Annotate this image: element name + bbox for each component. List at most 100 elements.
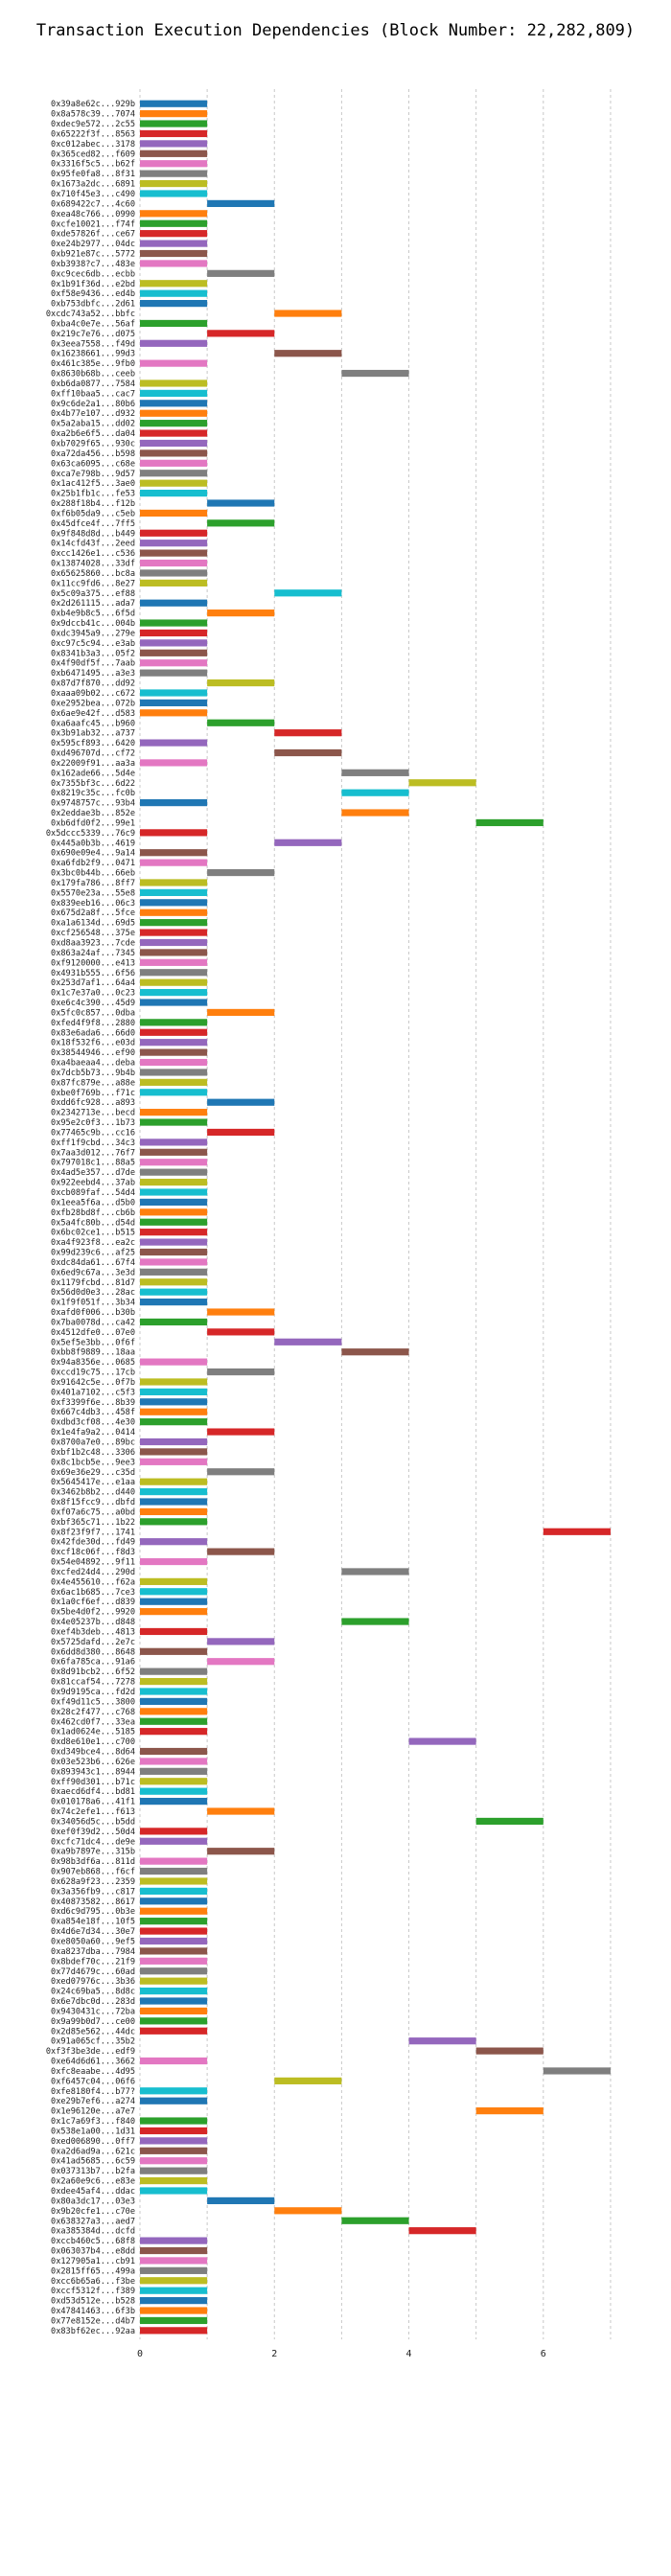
- y-tick-label: 0xccd19c75...17cb: [51, 1368, 135, 1378]
- transaction-bar: [408, 1737, 476, 1745]
- y-tick-label: 0x4f90df5f...7aab: [51, 659, 135, 669]
- transaction-bar: [140, 2327, 208, 2334]
- y-tick-label: 0x7aa3d012...76f7: [51, 1148, 135, 1158]
- transaction-bar: [140, 240, 208, 247]
- transaction-bar: [140, 1688, 208, 1695]
- y-tick-label: 0x14cfd43f...2eed: [51, 540, 135, 549]
- transaction-bar: [140, 190, 208, 197]
- y-tick-label: 0x77d4679c...60ad: [51, 1967, 135, 1977]
- transaction-bar: [140, 579, 208, 586]
- y-tick-label: 0x2d85e562...44dc: [51, 2027, 135, 2036]
- transaction-bar: [140, 1577, 208, 1585]
- transaction-bar: [341, 789, 409, 796]
- transaction-bar: [140, 879, 208, 886]
- transaction-bar: [140, 1299, 208, 1306]
- y-tick-label: 0x3eea7558...f49d: [51, 339, 135, 349]
- transaction-bar: [140, 439, 208, 448]
- transaction-bar: [140, 859, 208, 866]
- transaction-bar: [140, 1708, 208, 1715]
- transaction-bar: [140, 319, 208, 328]
- transaction-bar: [140, 230, 208, 238]
- y-tick-label: 0x8341b3a3...05f2: [51, 649, 135, 658]
- transaction-bar: [140, 1877, 208, 1885]
- transaction-bar: [140, 2307, 208, 2314]
- y-tick-label: 0x6bc02ce1...b515: [51, 1229, 135, 1238]
- y-tick-label: 0x41ad5685...6c59: [51, 2157, 135, 2167]
- transaction-bar: [207, 330, 275, 337]
- y-tick-label: 0xbb8f9889...18aa: [51, 1348, 135, 1358]
- y-tick-label: 0x2a60e9c6...e83e: [51, 2177, 135, 2187]
- transaction-bar: [140, 2187, 208, 2195]
- transaction-bar: [140, 509, 208, 518]
- transaction-bar: [140, 2027, 208, 2035]
- y-tick-label: 0x3a356fb9...c817: [51, 1887, 135, 1897]
- y-tick-label: 0xff90d301...b71c: [51, 1778, 135, 1787]
- y-tick-label: 0x219c7e76...d075: [51, 330, 135, 339]
- y-tick-label: 0x87fc879e...a88e: [51, 1078, 135, 1088]
- transaction-bar: [207, 868, 275, 877]
- y-tick-label: 0xc9cec6db...ecbb: [51, 269, 135, 279]
- y-tick-label: 0x80a3dc17...03e3: [51, 2196, 135, 2206]
- y-tick-label: 0x65625860...bc8a: [51, 569, 135, 579]
- transaction-bar: [475, 2107, 544, 2115]
- transaction-bar: [140, 1268, 208, 1276]
- y-tick-label: 0xf49d11c5...3800: [51, 1697, 135, 1707]
- transaction-bar: [140, 260, 208, 267]
- x-tick-label: 2: [271, 2349, 277, 2359]
- transaction-bar: [140, 1188, 208, 1196]
- y-tick-label: 0x56d0d0e3...28ac: [51, 1288, 135, 1298]
- y-tick-label: 0x1179fcbd...81d7: [51, 1278, 135, 1288]
- transaction-bar: [140, 1238, 208, 1246]
- transaction-bar: [140, 1967, 208, 1975]
- y-tick-label: 0x91642c5e...0f7b: [51, 1378, 135, 1388]
- y-tick-label: 0x6ed9c67a...3e3d: [51, 1268, 135, 1277]
- transaction-bar: [140, 449, 208, 457]
- y-tick-label: 0x16238661...99d3: [51, 350, 135, 359]
- y-tick-label: 0xb753dbfc...2d61: [51, 300, 135, 310]
- y-tick-label: 0x839eeb16...06c3: [51, 899, 135, 908]
- y-tick-label: 0x94a8356e...0685: [51, 1358, 135, 1368]
- transaction-bar: [140, 1318, 208, 1326]
- y-tick-label: 0x1b91f36d...e2bd: [51, 280, 135, 289]
- transaction-bar: [207, 269, 275, 277]
- transaction-bar: [140, 1647, 208, 1655]
- transaction-bar: [341, 1618, 409, 1625]
- transaction-bar: [140, 140, 208, 148]
- transaction-bar: [140, 2176, 208, 2185]
- transaction-bar: [140, 1778, 208, 1785]
- y-tick-label: 0x1a0cf6ef...d839: [51, 1598, 135, 1607]
- y-tick-label: 0xa385384d...dcfd: [51, 2227, 135, 2237]
- transaction-bar: [140, 1358, 208, 1366]
- y-tick-label: 0xca7e798b...9d57: [51, 470, 135, 479]
- y-tick-label: 0xdc84da61...67f4: [51, 1258, 135, 1268]
- y-tick-label: 0xf07a6c75...a0bd: [51, 1507, 135, 1517]
- y-tick-label: 0x5ef5e3bb...0f6f: [51, 1338, 135, 1347]
- y-tick-label: 0x11cc9fd6...8e27: [51, 579, 135, 588]
- transaction-bar: [140, 150, 208, 157]
- transaction-bar: [207, 1807, 275, 1815]
- transaction-bar: [140, 1787, 208, 1795]
- y-tick-label: 0xb7029f65...930c: [51, 439, 135, 448]
- y-tick-label: 0x8219c35c...fc0b: [51, 789, 135, 798]
- transaction-bar: [140, 969, 208, 977]
- y-tick-label: 0x1c7a69f3...f840: [51, 2117, 135, 2127]
- y-tick-label: 0x9748757c...93b4: [51, 799, 135, 809]
- y-tick-label: 0x8f23f9f7...1741: [51, 1528, 135, 1537]
- y-tick-label: 0xd53d512e...b528: [51, 2297, 135, 2307]
- y-tick-label: 0xcf256548...375e: [51, 929, 135, 938]
- y-tick-label: 0xbf365c71...1b22: [51, 1518, 135, 1528]
- y-tick-label: 0x6ae9e42f...d583: [51, 709, 135, 719]
- transaction-bar: [140, 2097, 208, 2104]
- y-tick-label: 0x8c1bcb5e...9ee3: [51, 1458, 135, 1467]
- transaction-bar: [140, 170, 208, 177]
- transaction-bar: [140, 429, 208, 437]
- transaction-bar: [207, 199, 275, 208]
- transaction-bar: [341, 1348, 409, 1356]
- transaction-bar: [140, 1168, 208, 1176]
- transaction-bar: [207, 678, 275, 687]
- y-tick-label: 0x5a2aba15...dd02: [51, 420, 135, 429]
- transaction-bar: [140, 2147, 208, 2154]
- y-tick-label: 0x3462b8b2...d440: [51, 1488, 135, 1498]
- transaction-bar: [140, 1138, 208, 1146]
- y-tick-label: 0xa8237dba...7984: [51, 1947, 135, 1957]
